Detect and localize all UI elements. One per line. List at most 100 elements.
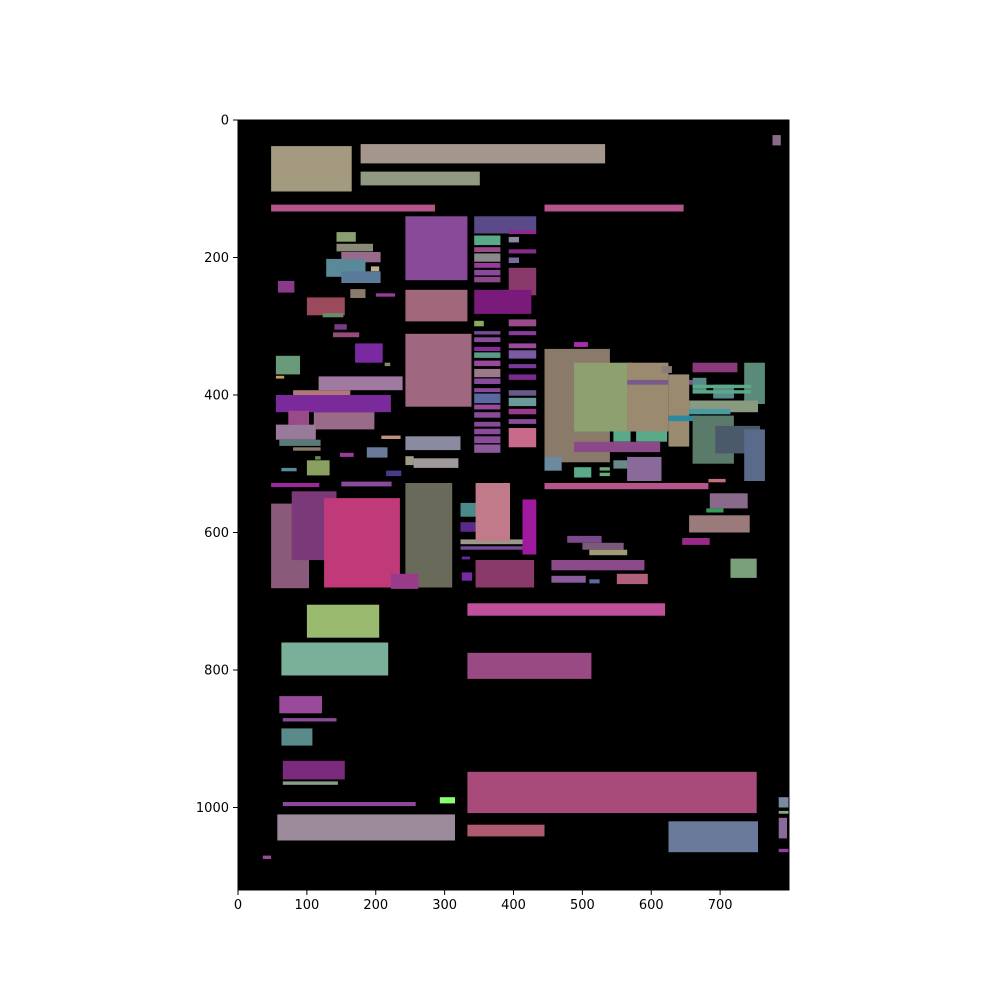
- data-rect: [366, 447, 388, 458]
- data-rect: [474, 368, 501, 378]
- data-rect: [339, 452, 354, 457]
- data-rect: [668, 821, 758, 853]
- data-rect: [599, 472, 610, 477]
- data-rect: [474, 428, 501, 435]
- data-rect: [293, 390, 351, 395]
- data-rect: [275, 355, 300, 375]
- data-rect: [689, 515, 750, 533]
- data-rect: [508, 364, 537, 369]
- data-rect: [692, 390, 752, 394]
- data-rect: [306, 460, 330, 476]
- y-tick-label: 0: [221, 114, 229, 129]
- data-rect: [370, 266, 380, 272]
- data-rect: [474, 263, 501, 268]
- data-rect: [474, 378, 501, 384]
- data-rect: [313, 412, 375, 430]
- data-rect: [375, 293, 396, 297]
- data-rect: [599, 467, 610, 471]
- data-rect: [567, 535, 602, 543]
- data-rect: [582, 542, 624, 550]
- data-rect: [474, 436, 501, 444]
- data-rect: [508, 230, 537, 235]
- data-rect: [474, 337, 501, 343]
- data-rect: [744, 362, 765, 404]
- y-tick-label: 800: [204, 664, 229, 679]
- data-rect: [474, 331, 501, 335]
- data-rect: [574, 467, 592, 478]
- data-rect: [474, 388, 501, 393]
- data-rect: [282, 781, 338, 785]
- data-rect: [778, 810, 789, 814]
- data-rect: [467, 771, 757, 814]
- data-rect: [508, 236, 519, 243]
- data-rect: [324, 498, 400, 588]
- data-rect: [668, 374, 690, 447]
- data-rect: [336, 232, 356, 242]
- data-rect: [460, 546, 523, 550]
- data-rect: [692, 377, 707, 392]
- data-rect: [360, 144, 606, 164]
- data-rect: [381, 435, 401, 439]
- data-rect: [508, 331, 537, 336]
- data-rect: [405, 289, 468, 322]
- y-axis: 0 200 400 600 800 1000: [196, 114, 238, 816]
- data-rect: [474, 320, 484, 327]
- data-rect: [333, 332, 360, 338]
- data-rect: [544, 456, 562, 471]
- data-rect: [341, 271, 381, 283]
- data-rect: [508, 257, 519, 263]
- y-tick-label: 400: [204, 389, 229, 404]
- data-rect: [336, 243, 373, 252]
- data-rect: [778, 797, 789, 808]
- data-rect: [474, 235, 501, 246]
- x-tick-label: 200: [363, 898, 388, 913]
- data-rect: [474, 216, 537, 234]
- data-rect: [439, 797, 455, 804]
- data-rect: [627, 362, 669, 432]
- data-rect: [508, 319, 537, 327]
- data-rect: [574, 362, 633, 432]
- data-rect: [275, 395, 391, 413]
- data-rect: [334, 324, 347, 330]
- data-rect: [384, 362, 391, 367]
- data-rect: [551, 560, 645, 571]
- data-rect: [474, 269, 501, 276]
- data-rect: [467, 824, 545, 837]
- data-rect: [692, 384, 752, 389]
- data-rect: [413, 458, 459, 468]
- data-rect: [467, 652, 592, 679]
- data-rect: [277, 814, 455, 841]
- data-rect: [730, 558, 757, 578]
- data-rect: [613, 431, 631, 442]
- data-rect: [390, 573, 419, 589]
- data-rect: [460, 539, 526, 545]
- data-rect: [405, 216, 468, 281]
- data-rect: [778, 817, 787, 839]
- x-tick-label: 400: [501, 898, 526, 913]
- data-rect: [544, 204, 684, 212]
- data-rect: [277, 280, 295, 293]
- data-rect: [461, 572, 473, 581]
- data-rect: [616, 573, 648, 585]
- data-rect: [474, 352, 501, 358]
- data-rect: [281, 642, 389, 676]
- data-rect: [279, 696, 322, 714]
- x-tick-label: 700: [708, 898, 733, 913]
- data-rect: [318, 376, 403, 391]
- data-rect: [508, 397, 537, 407]
- data-rect: [306, 297, 345, 316]
- data-rect: [293, 447, 321, 451]
- data-rect: [689, 408, 731, 415]
- data-rect: [508, 374, 537, 380]
- data-rect: [522, 499, 537, 555]
- data-rect: [275, 375, 285, 379]
- x-tick-label: 300: [432, 898, 457, 913]
- data-rect: [551, 575, 586, 583]
- y-tick-label: 200: [204, 251, 229, 266]
- data-rect: [709, 493, 748, 509]
- x-tick-label: 0: [234, 898, 242, 913]
- rect-layer: [262, 135, 789, 859]
- data-rect: [692, 362, 738, 373]
- data-rect: [341, 252, 381, 263]
